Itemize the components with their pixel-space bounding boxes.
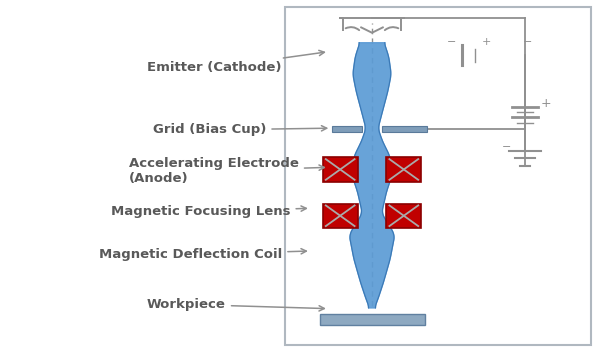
Bar [323, 204, 358, 228]
Bar [386, 157, 421, 182]
Bar [386, 204, 421, 228]
Text: Grid (Bias Cup): Grid (Bias Cup) [153, 124, 327, 136]
Bar [285, 7, 591, 345]
Text: Workpiece: Workpiece [147, 298, 325, 311]
Polygon shape [350, 43, 394, 308]
Bar [320, 314, 425, 325]
Text: Magnetic Focusing Lens: Magnetic Focusing Lens [111, 205, 307, 218]
Text: Emitter (Cathode): Emitter (Cathode) [147, 50, 325, 74]
Text: −: − [502, 142, 512, 152]
Text: +: + [481, 37, 491, 47]
Bar [332, 126, 362, 132]
Text: +: + [541, 97, 551, 110]
Text: −: − [523, 37, 533, 47]
Text: −: − [446, 37, 456, 47]
Bar [382, 126, 427, 132]
Text: Accelerating Electrode
(Anode): Accelerating Electrode (Anode) [129, 157, 325, 185]
Bar [323, 157, 358, 182]
Text: Magnetic Deflection Coil: Magnetic Deflection Coil [99, 248, 307, 261]
